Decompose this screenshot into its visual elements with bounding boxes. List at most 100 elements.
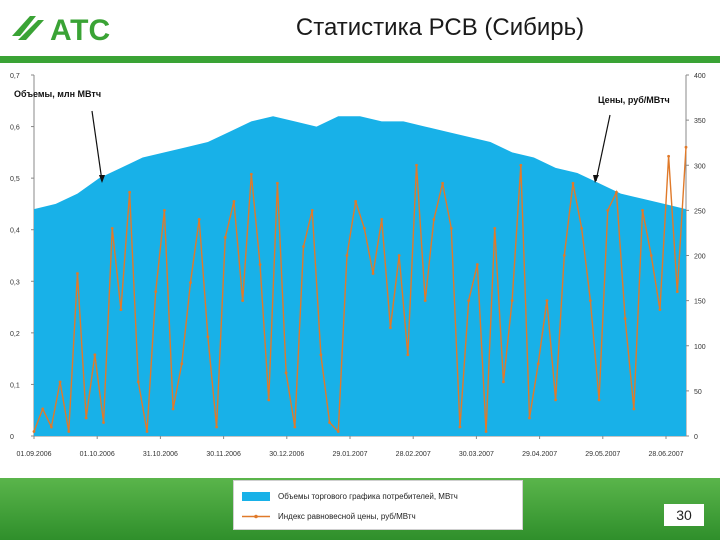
price-point <box>67 430 71 433</box>
price-point <box>136 380 140 384</box>
price-point <box>284 371 288 375</box>
price-point <box>449 227 453 230</box>
right-axis-annotation: Цены, руб/МВтч <box>598 95 670 105</box>
y-right-tick-label: 50 <box>694 389 702 396</box>
y-axis-right: 0 50 100 150 200 250 300 350 400 <box>686 73 706 441</box>
price-point <box>345 254 349 257</box>
price-point <box>415 163 418 167</box>
price-point <box>32 430 36 433</box>
page-title: Статистика РСВ (Сибирь) <box>295 14 585 41</box>
price-point <box>389 326 392 330</box>
left-annotation-arrow <box>91 110 103 182</box>
price-point <box>302 245 305 248</box>
price-point <box>406 353 410 357</box>
price-point <box>354 199 358 203</box>
price-point <box>528 416 531 420</box>
y-right-tick-label: 200 <box>694 254 706 261</box>
price-point <box>623 317 627 321</box>
price-point <box>493 227 497 230</box>
price-point <box>84 416 88 420</box>
y-left-tick-label: 0,2 <box>10 331 20 338</box>
price-line <box>33 147 687 434</box>
price-point <box>510 299 514 303</box>
price-point <box>232 199 236 203</box>
x-tick-label: 28.02.2007 <box>396 451 431 458</box>
price-point <box>588 299 592 303</box>
y-left-tick-label: 0,5 <box>10 176 20 183</box>
y-left-tick-label: 0,6 <box>10 125 20 132</box>
price-point <box>76 272 79 275</box>
price-point <box>362 227 366 230</box>
price-point <box>432 218 436 221</box>
price-point <box>580 227 584 230</box>
price-point <box>649 254 653 257</box>
price-points <box>32 145 688 433</box>
price-point <box>49 425 53 429</box>
price-point <box>119 308 123 312</box>
logo-text: АТС <box>50 14 110 47</box>
legend-swatch-volume <box>242 491 270 501</box>
y-left-tick-label: 0,3 <box>10 279 20 286</box>
legend-item-price: Индекс равновесной цены, руб/МВтч <box>242 509 416 523</box>
price-point <box>562 254 566 257</box>
x-tick-label: 01.09.2006 <box>16 451 51 458</box>
price-point <box>632 407 636 411</box>
price-point <box>641 208 644 212</box>
left-axis-annotation: Объемы, млн МВтч <box>14 89 101 99</box>
price-point <box>606 208 610 212</box>
y-right-tick-label: 100 <box>694 344 706 351</box>
volume-area <box>34 116 686 436</box>
page-number: 30 <box>664 504 704 526</box>
y-right-tick-label: 0 <box>694 434 698 441</box>
price-point <box>197 218 201 221</box>
price-point <box>154 290 158 293</box>
price-point <box>467 299 471 303</box>
price-point <box>484 430 488 433</box>
price-point <box>319 353 323 357</box>
price-point <box>41 407 45 411</box>
price-point <box>163 208 166 212</box>
y-right-tick-label: 300 <box>694 163 706 170</box>
price-point <box>554 398 557 402</box>
right-annotation-arrow <box>595 114 611 182</box>
x-axis: 01.09.2006 01.10.2006 31.10.2006 30.11.2006… <box>16 436 684 458</box>
x-tick-label: 30.11.2006 <box>206 451 241 458</box>
right-arrowhead <box>593 175 599 183</box>
price-point <box>189 281 192 284</box>
price-point <box>423 299 427 303</box>
price-point <box>241 299 245 303</box>
y-left-tick-label: 0,4 <box>10 228 20 235</box>
price-point <box>328 421 331 424</box>
y-right-tick-label: 250 <box>694 208 706 215</box>
x-tick-label: 29.04.2007 <box>522 451 557 458</box>
legend: Объемы торгового графика потребителей, М… <box>233 480 523 530</box>
price-point <box>597 398 601 402</box>
y-left-tick-label: 0,1 <box>10 382 20 389</box>
header: АТС Статистика РСВ (Сибирь) <box>0 0 720 58</box>
price-point <box>675 290 679 293</box>
price-point <box>684 145 688 149</box>
y-right-tick-label: 400 <box>694 73 706 80</box>
price-point <box>667 154 671 158</box>
price-point <box>258 263 262 266</box>
y-right-tick-label: 350 <box>694 118 706 125</box>
price-point <box>380 218 384 221</box>
price-point <box>93 353 97 357</box>
price-point <box>293 425 297 429</box>
price-point <box>171 407 175 411</box>
header-divider <box>0 56 720 63</box>
price-point <box>145 430 149 433</box>
price-point <box>615 190 618 194</box>
price-point <box>458 425 462 429</box>
price-point <box>206 335 210 339</box>
x-tick-label: 29.05.2007 <box>585 451 620 458</box>
ats-logo: АТС <box>12 14 110 47</box>
price-point <box>397 254 401 257</box>
x-tick-label: 30.12.2006 <box>269 451 304 458</box>
price-point <box>441 181 444 185</box>
legend-label-price: Индекс равновесной цены, руб/МВтч <box>278 511 416 521</box>
price-point <box>571 181 575 185</box>
left-arrowhead <box>99 175 105 183</box>
price-point <box>58 380 62 384</box>
y-axis-left: 0 0,1 0,2 0,3 0,4 0,5 0,6 0,7 <box>10 73 34 441</box>
